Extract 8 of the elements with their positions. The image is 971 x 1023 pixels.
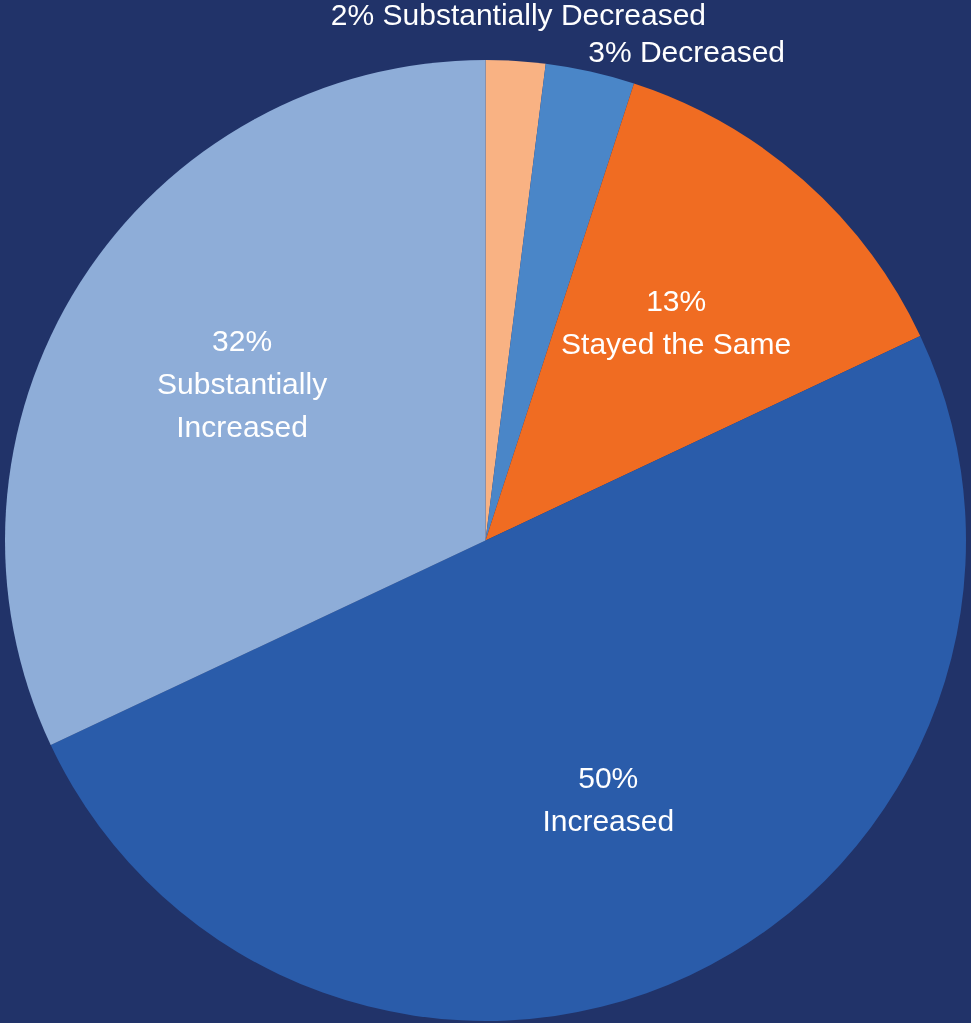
slice-label: Increased (542, 804, 675, 838)
data-label: 13% (646, 284, 707, 318)
data-label: 32% (212, 324, 273, 358)
data-label: 50% (578, 761, 639, 795)
slice-label: Stayed the Same (561, 327, 792, 361)
slice-label: Substantially Increased (157, 367, 328, 444)
slice-label: 2% Substantially Decreased (330, 0, 707, 32)
slice-label: 3% Decreased (588, 35, 786, 69)
